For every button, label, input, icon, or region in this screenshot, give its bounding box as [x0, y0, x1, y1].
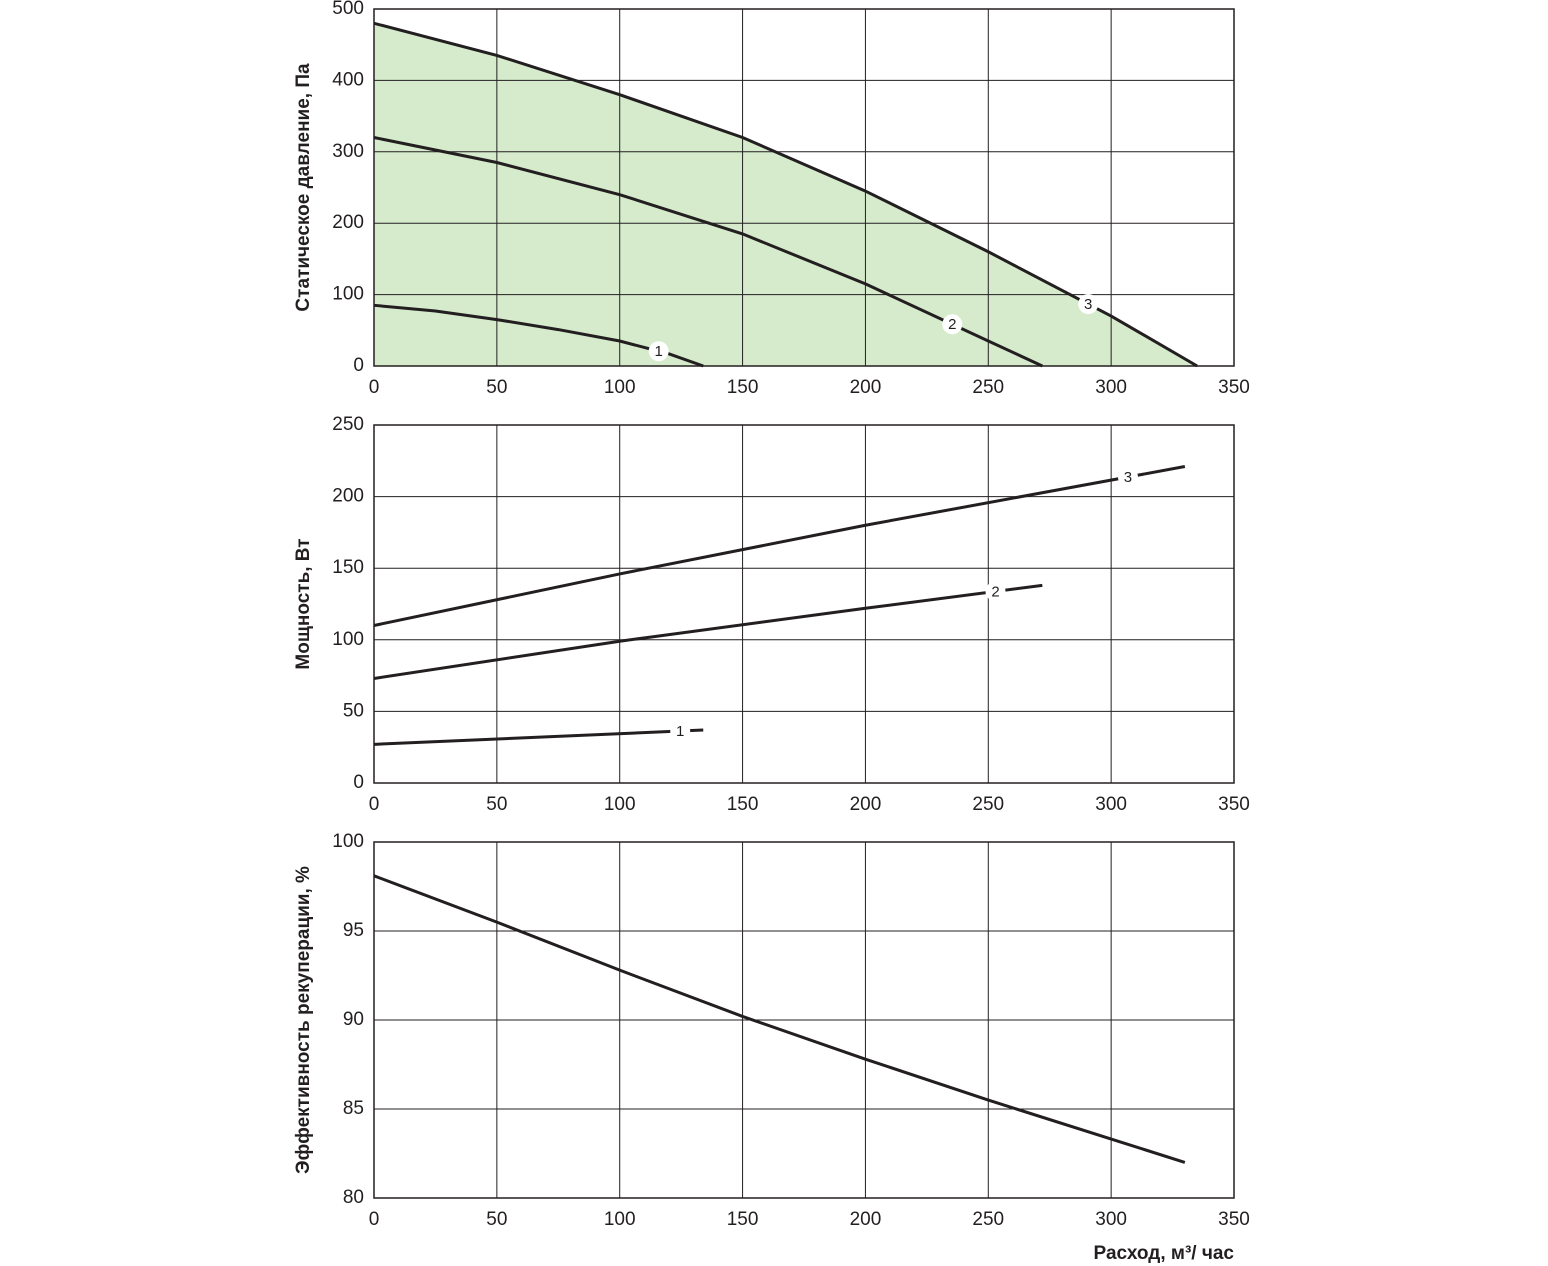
x-tick-label: 250 [972, 794, 1004, 815]
x-tick-label: 250 [972, 1209, 1004, 1230]
plot-frame [373, 424, 1235, 784]
label-bg [1078, 294, 1099, 315]
label-bg [670, 721, 691, 742]
y-tick-label: 0 [353, 355, 364, 376]
x-tick-label: 50 [486, 377, 507, 398]
y-tick-label: 100 [332, 629, 364, 650]
line [373, 465, 1186, 627]
x-tick-label: 300 [1095, 794, 1127, 815]
y-tick-label: 200 [332, 212, 364, 233]
series-label: 1 [676, 723, 684, 740]
line [373, 136, 1043, 368]
series-label: 2 [948, 316, 956, 333]
y-tick-label: 100 [332, 284, 364, 305]
label-bg [648, 341, 669, 362]
y-tick-label: 200 [332, 486, 364, 507]
line [373, 303, 704, 368]
x-axis-title: Расход, м³/ час [1094, 1243, 1235, 1264]
area [374, 23, 1198, 367]
x-tick-label: 350 [1218, 377, 1250, 398]
y-tick-label: 400 [332, 69, 364, 90]
line [373, 728, 704, 746]
x-tick-label: 50 [486, 1209, 507, 1230]
y-tick-label: 250 [332, 414, 364, 435]
y-tick-label: 150 [332, 557, 364, 578]
x-tick-label: 0 [369, 794, 380, 815]
plot-frame [373, 8, 1235, 367]
series-label: 1 [655, 343, 663, 360]
line [373, 583, 1043, 680]
y-tick-label: 300 [332, 141, 364, 162]
x-tick-label: 150 [727, 794, 759, 815]
series-label: 2 [991, 583, 999, 600]
y-axis-title: Эффективность рекуперации, % [293, 866, 314, 1174]
y-tick-label: 0 [353, 772, 364, 793]
y-tick-label: 80 [343, 1187, 364, 1208]
x-tick-label: 0 [369, 377, 380, 398]
x-tick-label: 350 [1218, 1209, 1250, 1230]
x-tick-label: 300 [1095, 377, 1127, 398]
line [373, 874, 1186, 1164]
series-label: 3 [1084, 296, 1092, 313]
y-tick-label: 95 [343, 920, 364, 941]
x-tick-label: 250 [972, 377, 1004, 398]
y-tick-label: 90 [343, 1009, 364, 1030]
x-tick-label: 150 [727, 1209, 759, 1230]
x-tick-label: 200 [850, 377, 882, 398]
subplot: 0 50 100 150 200 250 300 350 0 100 200 300 400 500 Ста… [293, 0, 1250, 398]
y-tick-label: 500 [332, 0, 364, 19]
x-tick-label: 200 [850, 794, 882, 815]
x-tick-label: 50 [486, 794, 507, 815]
x-tick-label: 100 [604, 377, 636, 398]
series-label: 3 [1124, 469, 1132, 486]
plot-frame [373, 841, 1235, 1199]
subplot: 0 50 100 150 200 250 300 350 0 50 100 150 200 250 Мощн… [293, 414, 1250, 815]
x-tick-label: 300 [1095, 1209, 1127, 1230]
y-axis-title: Статическое давление, Па [293, 63, 314, 312]
label-bg [1117, 466, 1138, 487]
y-axis-title: Мощность, Вт [293, 538, 314, 669]
x-tick-label: 350 [1218, 794, 1250, 815]
subplot: 0 50 100 150 200 250 300 350 80 85 90 95 100 Эффектив… [293, 831, 1250, 1264]
x-tick-label: 0 [369, 1209, 380, 1230]
label-bg [985, 581, 1006, 602]
label-bg [942, 314, 963, 335]
y-tick-label: 85 [343, 1098, 364, 1119]
x-tick-label: 200 [850, 1209, 882, 1230]
x-tick-label: 100 [604, 794, 636, 815]
y-tick-label: 100 [332, 831, 364, 852]
x-tick-label: 150 [727, 377, 759, 398]
x-tick-label: 100 [604, 1209, 636, 1230]
y-tick-label: 50 [343, 700, 364, 721]
